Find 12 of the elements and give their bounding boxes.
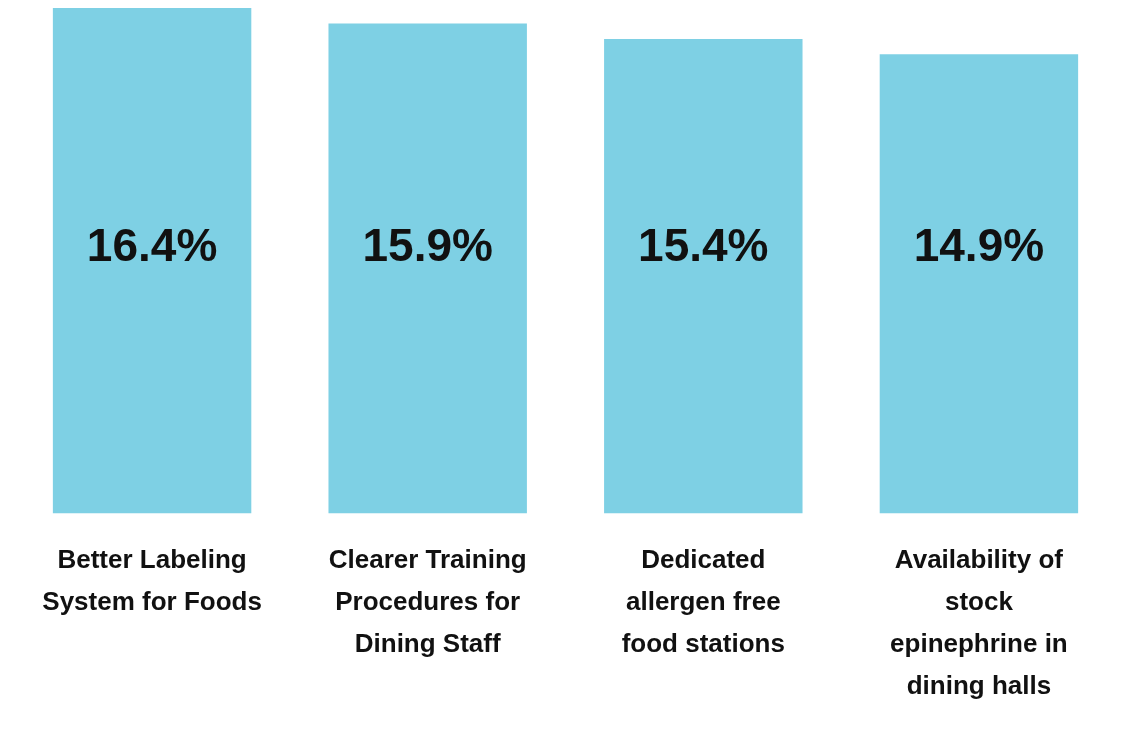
bar <box>52 8 252 514</box>
x-tick-label: Better Labeling System for Foods <box>42 543 262 616</box>
data-label: 14.9% <box>913 219 1045 272</box>
x-tick-label: Clearer Training Procedures for Dining Staff <box>328 543 527 658</box>
x-tick-label: Availability of stock epinephrine in dining halls <box>890 543 1068 700</box>
data-label: 15.4% <box>638 219 769 272</box>
bar <box>879 54 1079 514</box>
bar <box>604 38 803 514</box>
data-label: 15.9% <box>362 219 493 272</box>
bar <box>328 23 527 514</box>
x-tick-label: Dedicated allergen free food stations <box>621 543 785 658</box>
data-label: 16.4% <box>86 219 218 272</box>
